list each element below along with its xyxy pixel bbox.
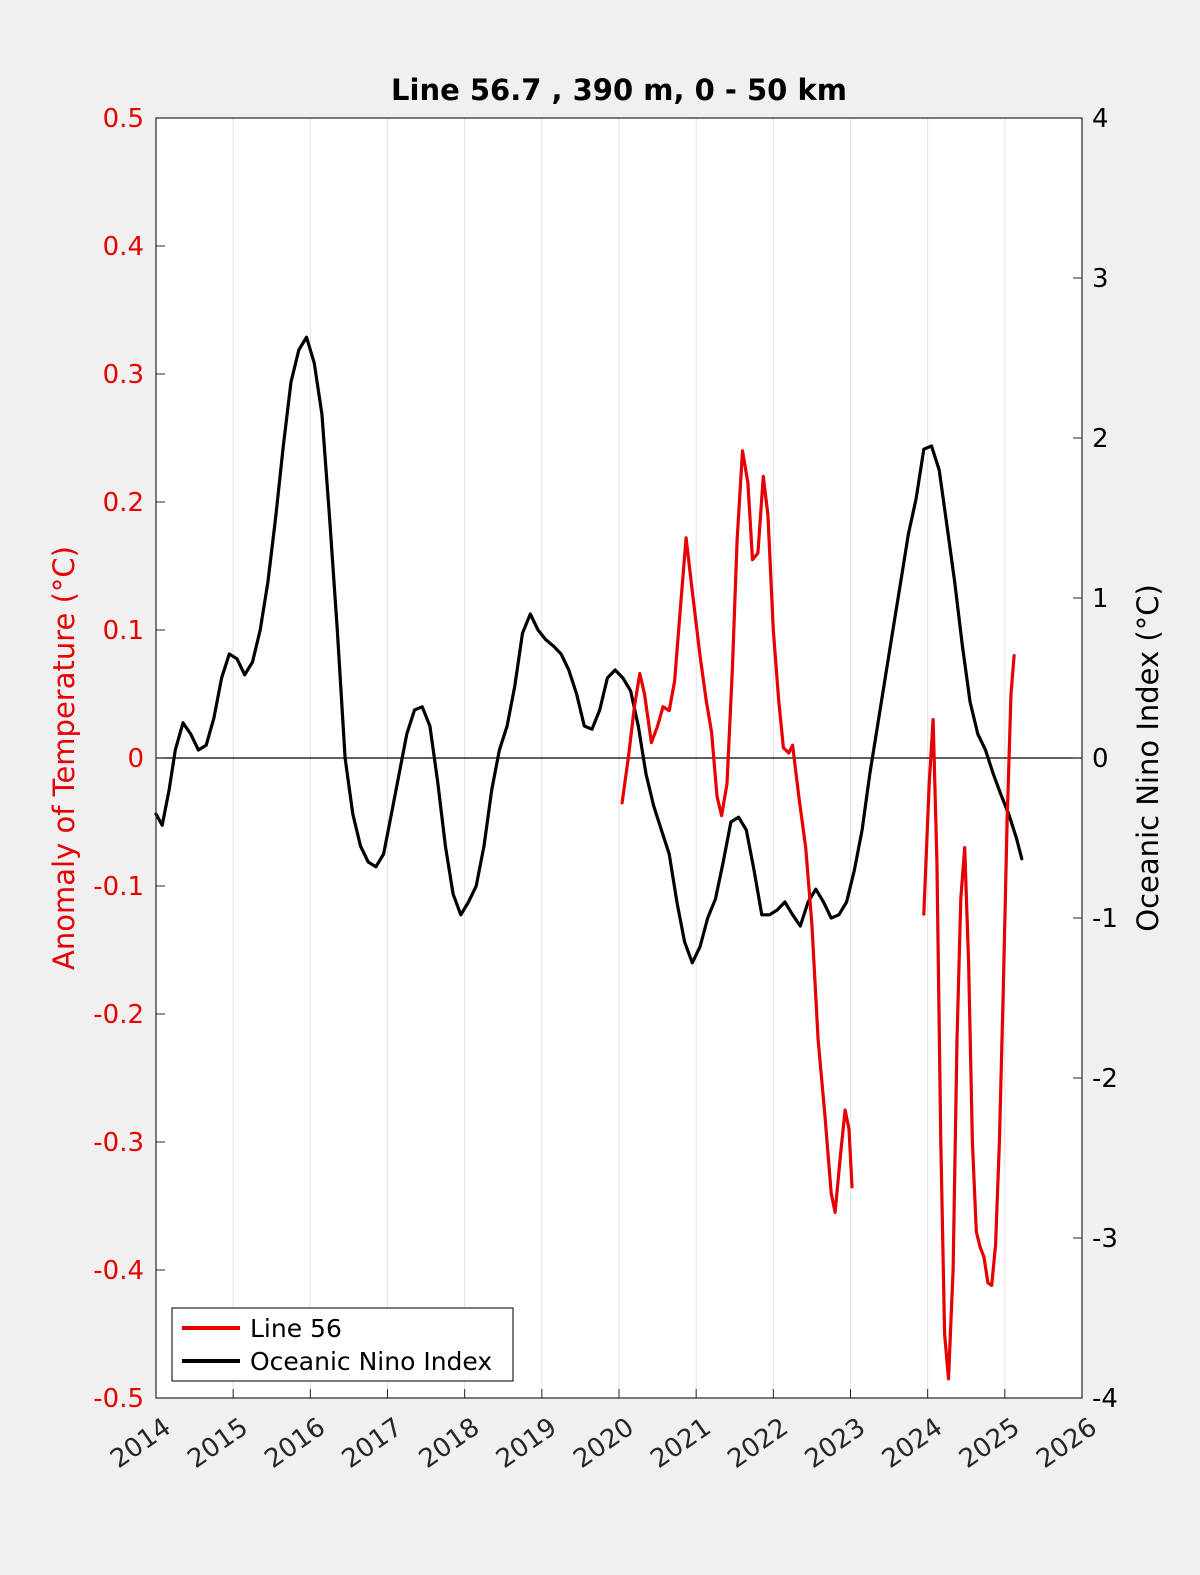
legend-label-line56: Line 56 bbox=[250, 1314, 342, 1343]
y-right-tick-label: 1 bbox=[1092, 584, 1109, 614]
chart-title: Line 56.7 , 390 m, 0 - 50 km bbox=[391, 73, 847, 107]
series-line56-line-segment-2 bbox=[922, 654, 1016, 1381]
y-right-tick-label: -1 bbox=[1092, 904, 1118, 934]
y-left-tick-label: -0.5 bbox=[93, 1384, 144, 1414]
legend-box bbox=[171, 1307, 514, 1382]
legend: Line 56 Oceanic Nino Index bbox=[171, 1307, 514, 1382]
y-left-tick-label: 0.2 bbox=[103, 488, 144, 518]
y-left-tick-label: -0.2 bbox=[93, 1000, 144, 1030]
y-right-tick-label: 4 bbox=[1092, 104, 1109, 134]
y-right-tick-label: 3 bbox=[1092, 264, 1109, 294]
y-left-tick-label: -0.1 bbox=[93, 872, 144, 902]
y-left-tick-label: 0.5 bbox=[103, 104, 144, 134]
series-oni-line-segment-1 bbox=[154, 335, 1024, 965]
y-right-tick-label: -2 bbox=[1092, 1064, 1118, 1094]
y-left-tick-label: 0.4 bbox=[103, 232, 144, 262]
series-line56-line-segment-1 bbox=[620, 449, 854, 1214]
series-lines bbox=[154, 335, 1024, 1381]
y-axis-right-label: Oceanic Nino Index (°C) bbox=[1131, 584, 1165, 932]
y-right-tick-label: 2 bbox=[1092, 424, 1109, 454]
legend-label-oni: Oceanic Nino Index bbox=[250, 1347, 492, 1376]
y-left-tick-label: 0 bbox=[127, 744, 144, 774]
y-left-tick-label: -0.4 bbox=[93, 1256, 144, 1286]
y-right-tick-label: 0 bbox=[1092, 744, 1109, 774]
y-left-tick-label: -0.3 bbox=[93, 1128, 144, 1158]
y-right-tick-label: -4 bbox=[1092, 1384, 1118, 1414]
y-axis-left-label: Anomaly of Temperature (°C) bbox=[47, 546, 81, 970]
y-left-tick-label: 0.1 bbox=[103, 616, 144, 646]
y-right-tick-label: -3 bbox=[1092, 1224, 1118, 1254]
y-left-tick-label: 0.3 bbox=[103, 360, 144, 390]
